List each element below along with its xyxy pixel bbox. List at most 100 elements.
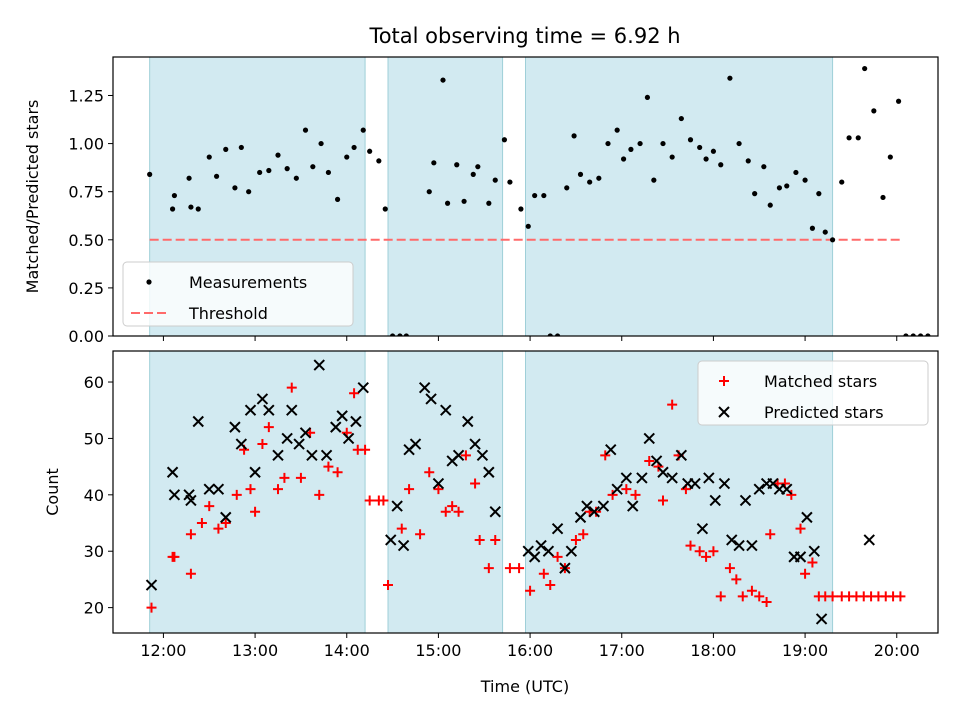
y-axis-label: Matched/Predicted stars [23,100,42,294]
legend: Measurements Threshold [122,261,354,327]
predicted-star-point [192,415,204,428]
predicted-star-point [166,466,179,478]
predicted-star-point [440,404,452,416]
x-tick-label: 20:00 [874,641,920,660]
measurement-point [325,169,332,176]
measurement-point [518,206,524,212]
predicted-star-point [746,539,758,552]
predicted-star-point [306,449,318,462]
series-matched-stars [146,382,906,613]
measurement-point [903,333,909,336]
matched-star-point [213,523,224,534]
predicted-star-point [675,449,688,462]
measurement-point [147,171,153,177]
measurement-point [382,206,388,212]
measurement-point [839,179,845,185]
predicted-star-point [281,432,293,445]
predicted-star-point [244,404,257,416]
matched-star-point [433,484,444,495]
measurement-point [367,148,373,154]
predicted-star-point [588,506,600,518]
predicted-star-point [168,489,181,501]
measurement-point [727,75,733,81]
matched-star-point [314,489,325,500]
matched-star-point [737,591,748,602]
matched-star-point [658,495,668,506]
matched-star-point [600,450,611,461]
predicted-star-point [650,455,663,467]
legend-dot-marker [146,279,152,285]
predicted-star-point [753,483,765,495]
matched-star-point [761,596,772,607]
measurement-point [925,333,931,336]
measurement-point [541,192,547,199]
matched-star-point [295,472,306,483]
matched-star-point [570,534,581,545]
measurement-point [171,192,178,199]
measurement-point [917,333,924,336]
measurement-point [736,140,742,147]
matched-star-point [273,484,283,495]
y-tick-label: 0.25 [68,279,104,298]
measurement-point [822,229,828,235]
measurement-point [669,154,675,160]
series-measurements [147,65,931,336]
matched-star-point [404,484,415,495]
measurement-point [310,164,316,170]
measurement-point [697,144,703,151]
matched-star-point [746,585,757,596]
predicted-star-point [212,483,225,495]
measurement-point [910,333,916,336]
measurement-point [776,185,783,191]
measurement-point [809,225,816,231]
measurement-point [461,198,467,204]
matched-star-point [483,563,494,574]
predicted-star-point [733,539,745,552]
predicted-star-point [330,421,342,433]
matched-star-point [591,506,602,517]
predicted-star-point [320,449,333,462]
x-tick-label: 15:00 [415,641,461,660]
matched-star-point [525,585,536,596]
measurement-point [334,196,341,202]
measurement-point [507,179,513,185]
observing-interval-shade [525,57,834,336]
y-tick-label: 20 [84,599,104,618]
predicted-star-point [452,449,465,462]
matched-star-point [895,591,906,602]
matched-star-point [800,568,811,579]
measurement-point [752,191,758,197]
legend-plus-marker [719,376,729,386]
measurement-point [389,333,396,336]
predicted-star-point [574,511,587,524]
matched-star-point [795,523,806,534]
matched-star-point [349,388,360,399]
predicted-star-point [489,506,501,518]
measurement-point [486,200,492,206]
y-tick-label: 0.00 [68,327,104,346]
measurement-point [644,94,651,101]
predicted-star-point [808,545,820,557]
predicted-star-point [203,483,215,495]
measurement-point [687,137,694,143]
measurement-point [793,169,799,176]
x-tick-label: 16:00 [507,641,553,660]
matched-star-point [440,506,451,517]
matched-star-point [694,546,705,557]
measurement-point [186,175,192,181]
predicted-star-point [418,381,431,394]
predicted-star-point [425,393,437,405]
legend-entry-label: Measurements [189,273,307,292]
predicted-star-point [229,421,241,433]
predicted-star-point [709,494,721,507]
top-panel: 0.00 0.25 0.50 0.75 1.00 1.25 Matched/Predicte… [23,56,939,346]
x-tick-label: 18:00 [690,641,736,660]
predicted-star-point [801,511,813,524]
y-tick-label: 1.25 [68,86,104,105]
matched-star-point [545,580,556,591]
matched-star-point [364,495,375,506]
matched-star-point [470,478,481,489]
series-predicted-stars [145,359,875,625]
predicted-star-point [272,449,284,462]
measurement-point [206,154,212,160]
